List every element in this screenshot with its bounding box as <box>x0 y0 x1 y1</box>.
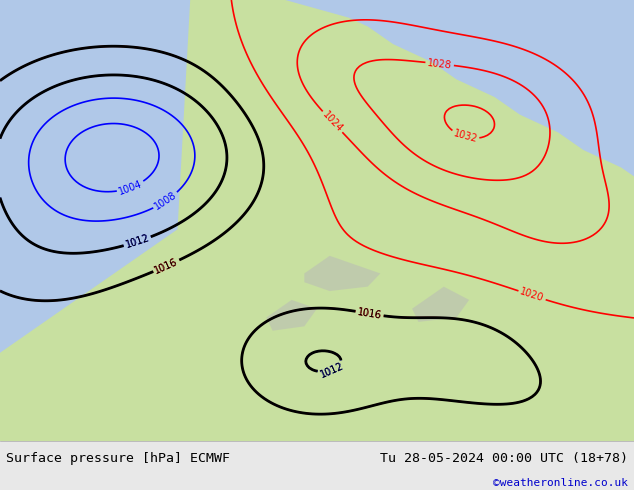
Text: 1012: 1012 <box>124 233 151 250</box>
Text: 1024: 1024 <box>320 109 344 134</box>
Text: 1032: 1032 <box>452 129 478 145</box>
Text: Surface pressure [hPa] ECMWF: Surface pressure [hPa] ECMWF <box>6 452 230 465</box>
Text: 1012: 1012 <box>318 361 345 380</box>
Text: 1016: 1016 <box>357 307 382 320</box>
Text: 1016: 1016 <box>357 307 382 320</box>
Polygon shape <box>304 256 380 291</box>
Text: 1020: 1020 <box>519 287 545 304</box>
Polygon shape <box>0 0 634 441</box>
Polygon shape <box>412 287 469 322</box>
Text: 1012: 1012 <box>318 361 345 380</box>
Text: 1016: 1016 <box>153 256 179 275</box>
Text: 1012: 1012 <box>124 233 151 250</box>
Polygon shape <box>266 300 317 331</box>
Text: 1004: 1004 <box>117 178 144 196</box>
Text: 1016: 1016 <box>153 256 179 275</box>
Text: ©weatheronline.co.uk: ©weatheronline.co.uk <box>493 478 628 488</box>
Text: 1028: 1028 <box>427 57 453 70</box>
Text: 1008: 1008 <box>153 190 179 212</box>
Text: Tu 28-05-2024 00:00 UTC (18+78): Tu 28-05-2024 00:00 UTC (18+78) <box>380 452 628 465</box>
